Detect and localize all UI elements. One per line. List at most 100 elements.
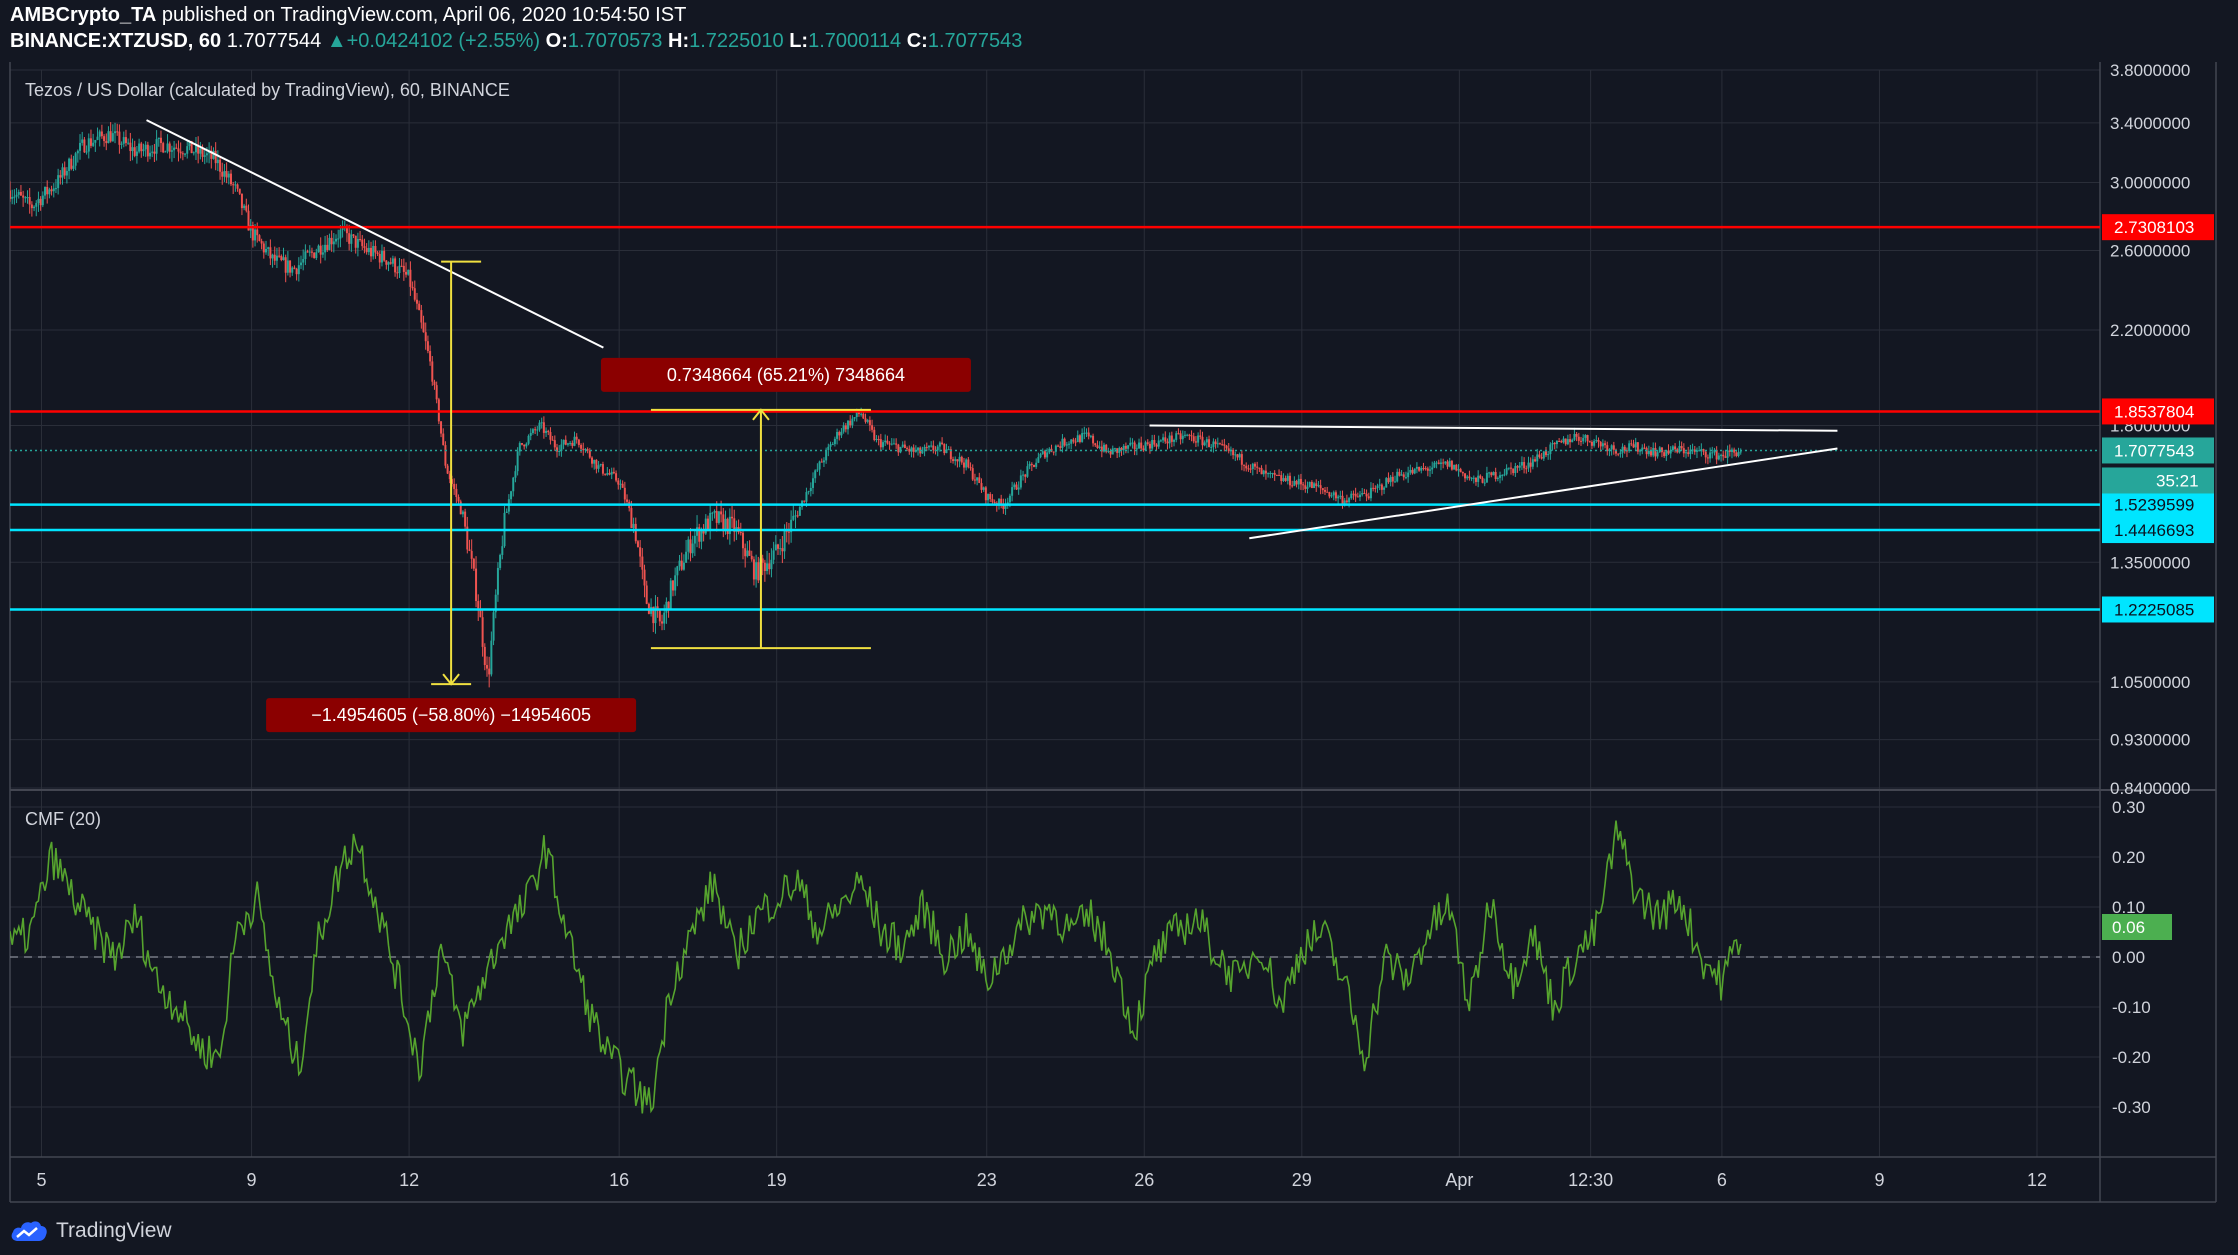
candle-body	[1251, 463, 1254, 470]
support-axis-label: 1.2225085	[2114, 600, 2194, 619]
candle-body	[144, 144, 147, 150]
candle-body	[514, 471, 517, 478]
last-price: 1.7077544	[226, 30, 322, 52]
cmf-tick-label: -0.20	[2112, 1048, 2151, 1067]
publisher-name[interactable]: AMBCrypto_TA	[10, 4, 157, 26]
candle-body	[908, 449, 911, 452]
candle-body	[1422, 467, 1425, 469]
candle-body	[1542, 451, 1545, 459]
candle-body	[838, 432, 841, 436]
candle-body	[538, 422, 541, 430]
candle-body	[1348, 498, 1351, 503]
candle-body	[188, 140, 191, 147]
resistance-axis-label: 2.7308103	[2114, 218, 2194, 237]
support-axis-label: 1.4446693	[2114, 521, 2194, 540]
candle-body	[479, 610, 482, 618]
symbol-ohlc-bar: BINANCE:XTZUSD, 60 1.7077544 ▲+0.0424102…	[10, 30, 1022, 53]
candle-body	[1094, 443, 1097, 446]
candle-body	[965, 459, 968, 468]
candle-body	[540, 422, 543, 424]
candle-body	[251, 224, 254, 241]
candle-body	[149, 152, 152, 157]
candle-body	[1385, 478, 1388, 488]
candle-body	[761, 558, 764, 563]
candle-body	[264, 248, 267, 253]
candle-body	[925, 446, 928, 448]
candle-body	[409, 269, 412, 287]
candle-body	[236, 184, 239, 189]
candle-body	[569, 442, 572, 444]
candle-body	[941, 442, 944, 445]
candle-body	[350, 234, 353, 244]
candle-body	[938, 442, 941, 447]
candle-body	[531, 429, 534, 433]
candle-body	[205, 153, 208, 156]
candle-body	[15, 194, 18, 197]
candle-body	[525, 443, 528, 447]
candle-body	[1663, 452, 1666, 457]
candle-body	[1096, 445, 1099, 448]
candle-body	[665, 601, 668, 613]
candle-body	[1028, 463, 1031, 467]
candle-body	[606, 473, 609, 475]
candle-body	[1238, 454, 1241, 458]
candle-body	[1144, 442, 1147, 451]
candle-body	[1418, 466, 1421, 471]
candle-body	[354, 235, 357, 248]
candle-body	[903, 444, 906, 449]
time-tick-label: 5	[36, 1170, 46, 1190]
candle-body	[321, 252, 324, 255]
candle-body	[488, 668, 491, 675]
cmf-tick-label: 0.20	[2112, 848, 2145, 867]
candle-body	[124, 137, 127, 143]
candle-body	[698, 527, 701, 542]
candle-body	[1243, 464, 1246, 466]
candle-body	[153, 151, 156, 154]
candle-body	[1658, 447, 1661, 453]
trendline	[146, 119, 604, 349]
candle-body	[829, 444, 832, 447]
candle-body	[1698, 450, 1701, 452]
candle-body	[440, 421, 443, 434]
candle-body	[595, 459, 598, 469]
candle-body	[827, 446, 830, 450]
measure-annotation[interactable]: −1.4954605 (−58.80%) −14954605	[266, 260, 637, 733]
candle-body	[1687, 452, 1690, 455]
candle-body	[289, 260, 292, 273]
candle-body	[1148, 443, 1151, 449]
candle-body	[162, 143, 165, 153]
candle-body	[122, 137, 125, 144]
measure-annotation[interactable]: 0.7348664 (65.21%) 7348664	[600, 357, 971, 650]
candle-body	[1606, 445, 1609, 452]
candle-body	[457, 496, 460, 502]
candle-body	[895, 443, 898, 445]
candle-body	[446, 465, 449, 474]
symbol-label[interactable]: BINANCE:XTZUSD, 60	[10, 30, 222, 52]
candle-body	[1376, 485, 1379, 489]
candle-body	[866, 420, 869, 422]
candle-body	[1389, 476, 1392, 483]
candle-body	[100, 131, 103, 137]
candle-body	[1514, 466, 1517, 474]
candle-body	[131, 147, 134, 152]
candle-body	[1632, 444, 1635, 448]
candle-body	[954, 459, 957, 461]
candle-body	[717, 511, 720, 523]
candle-body	[1577, 436, 1580, 441]
candle-body	[1702, 449, 1705, 452]
candle-body	[584, 449, 587, 451]
candle-body	[1190, 435, 1193, 437]
candle-body	[1326, 491, 1329, 493]
tradingview-brand: TradingView	[56, 1219, 172, 1242]
candle-body	[1650, 450, 1653, 456]
candle-body	[1569, 439, 1572, 443]
candle-body	[1109, 450, 1112, 455]
candle-body	[186, 146, 189, 154]
candle-body	[982, 487, 985, 490]
candle-body	[884, 440, 887, 443]
candle-body	[833, 438, 836, 445]
candle-body	[558, 451, 561, 453]
candle-body	[1345, 500, 1348, 503]
tradingview-logo[interactable]: TradingView	[10, 1216, 172, 1246]
